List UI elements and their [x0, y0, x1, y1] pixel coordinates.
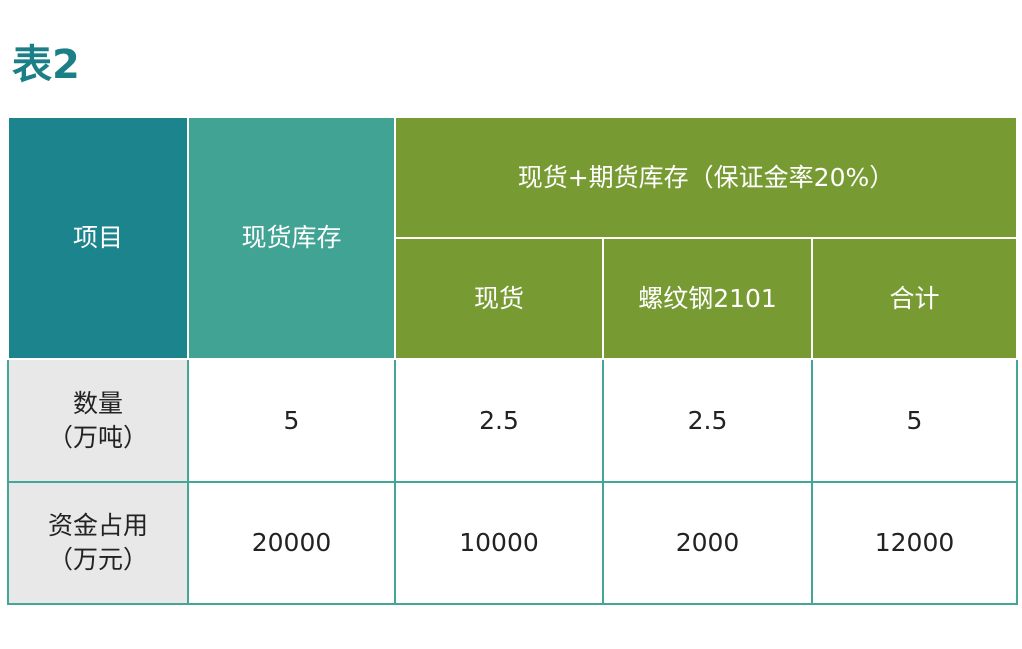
header-total: 合计: [811, 237, 1018, 360]
header-item: 项目: [7, 116, 189, 360]
header-spot: 现货: [394, 237, 604, 360]
cell: 12000: [811, 481, 1018, 605]
row-label-main: 数量: [72, 388, 123, 418]
header-spot-inventory: 现货库存: [187, 116, 396, 360]
cell: 2000: [602, 481, 813, 605]
comparison-table: 项目 现货库存 现货+期货库存（保证金率20%） 现货 螺纹钢2101 合计 数…: [7, 116, 1018, 605]
cell: 10000: [394, 481, 604, 605]
cell: 2.5: [394, 358, 604, 483]
cell: 5: [187, 358, 396, 483]
row-label-unit: （万吨）: [47, 422, 148, 452]
table-row: 数量 （万吨） 5 2.5 2.5 5: [7, 358, 1018, 483]
header-group: 现货+期货库存（保证金率20%）: [394, 116, 1018, 239]
row-label: 数量 （万吨）: [7, 358, 189, 483]
row-label-unit: （万元）: [47, 545, 148, 574]
cell: 5: [811, 358, 1018, 483]
cell: 20000: [187, 481, 396, 605]
row-label-main: 资金占用: [47, 511, 148, 541]
table-row: 资金占用 （万元） 20000 10000 2000 12000: [7, 481, 1018, 605]
table-title: 表2: [12, 42, 80, 88]
row-label: 资金占用 （万元）: [7, 481, 189, 605]
header-rebar-2101: 螺纹钢2101: [602, 237, 813, 360]
cell: 2.5: [602, 358, 813, 483]
